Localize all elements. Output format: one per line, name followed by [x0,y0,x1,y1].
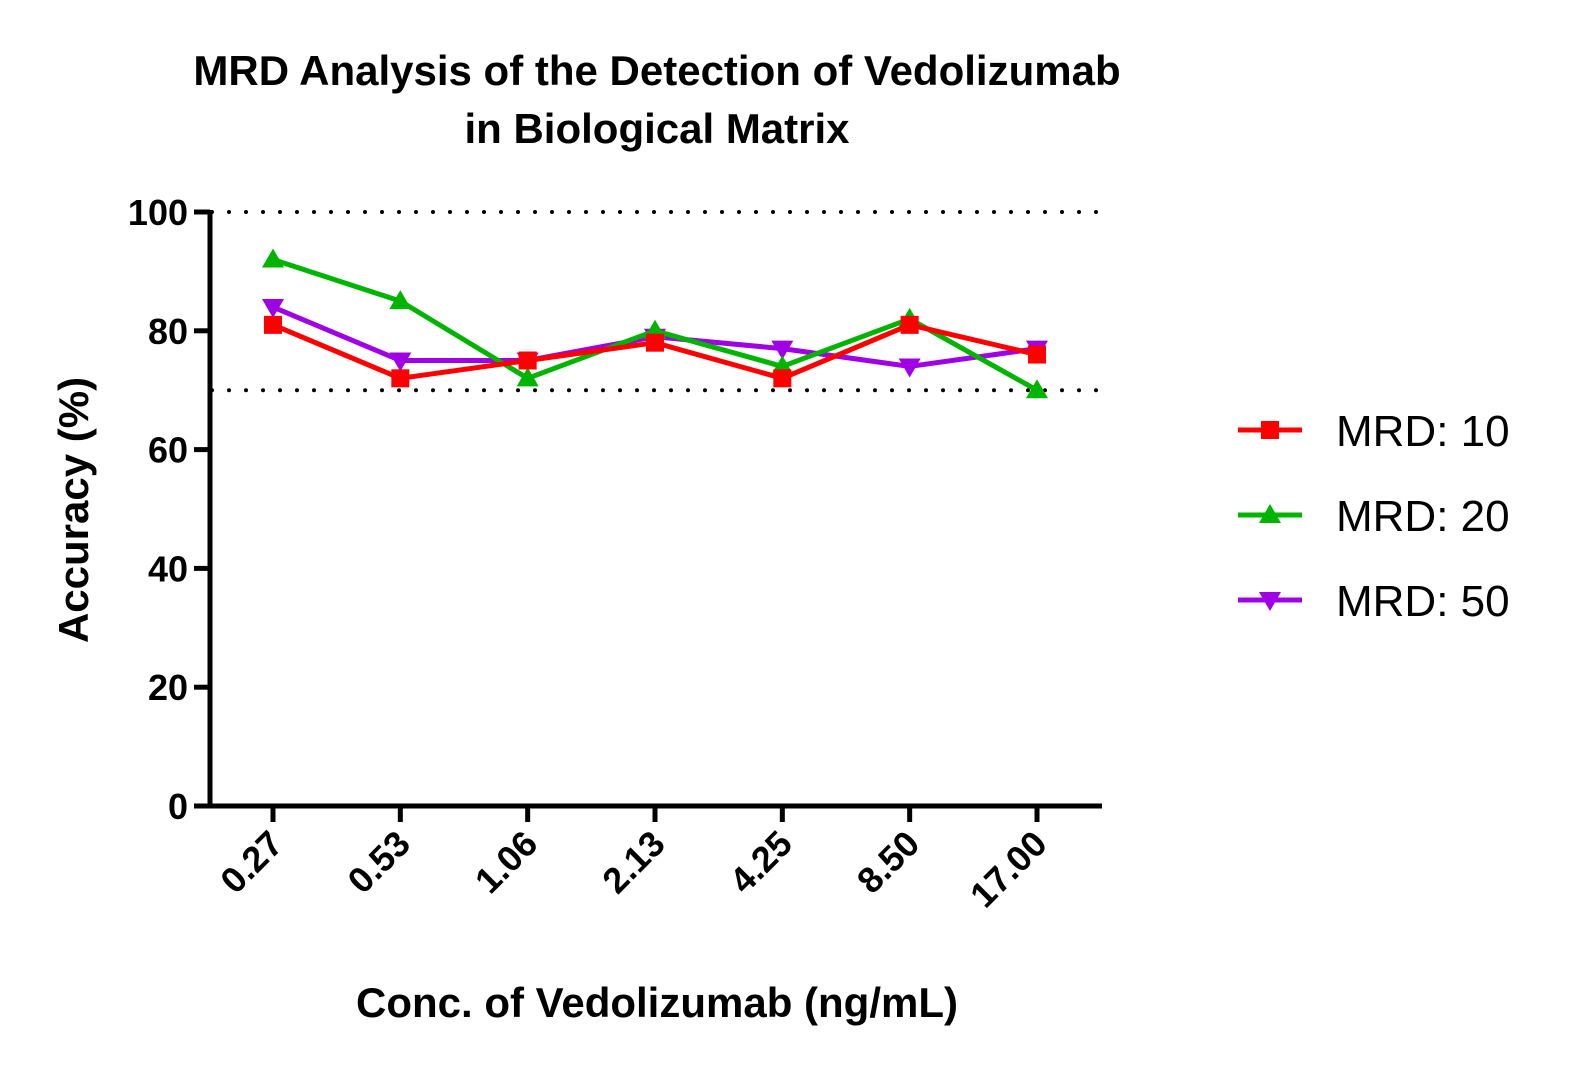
data-point [262,248,284,268]
legend: MRD: 10 MRD: 20 MRD: 50 [1238,407,1510,626]
x-axis-ticks: 0.27 0.53 1.06 2.13 4.25 8.50 17.00 [212,806,1055,915]
series-mrd-20 [262,248,1048,399]
x-tick-label: 1.06 [467,823,546,902]
series-mrd-10 [264,315,1046,388]
data-point [1026,379,1048,399]
legend-marker [1259,592,1281,611]
y-axis-title: Accuracy (%) [50,377,97,643]
data-point [773,369,792,388]
reference-lines [210,210,1106,393]
data-point [391,369,410,388]
data-point [264,315,282,334]
y-axis-ticks: 0 20 40 60 80 100 [128,192,210,827]
legend-item: MRD: 50 [1238,577,1510,626]
y-tick-label: 80 [148,311,188,352]
x-tick-label: 2.13 [594,823,673,902]
y-tick-label: 60 [148,430,188,471]
data-point [771,340,794,360]
y-tick-label: 100 [128,192,188,233]
data-point [900,315,919,334]
y-tick-label: 0 [168,786,188,827]
data-point [898,358,921,378]
x-axis-title: Conc. of Vedolizumab (ng/mL) [356,979,958,1026]
x-tick-label: 0.53 [339,823,418,902]
axes [207,210,1102,809]
y-tick-label: 20 [148,667,188,708]
legend-marker [1261,421,1279,439]
legend-label: MRD: 20 [1336,492,1510,541]
x-tick-label: 4.25 [721,823,800,902]
data-point [262,299,284,319]
x-tick-label: 0.27 [212,823,291,902]
legend-item: MRD: 10 [1238,407,1510,456]
legend-marker [1259,504,1281,523]
data-point [389,352,412,372]
data-point [646,333,664,352]
legend-label: MRD: 50 [1336,577,1510,626]
y-tick-label: 40 [148,548,188,589]
data-point [1028,345,1046,364]
chart-title-line: MRD Analysis of the Detection of Vedoliz… [193,47,1120,94]
data-point [516,367,539,387]
data-point [518,351,537,370]
x-tick-label: 8.50 [849,823,928,902]
series-lines [262,248,1048,399]
chart-title: MRD Analysis of the Detection of Vedoliz… [193,47,1120,152]
legend-label: MRD: 10 [1336,407,1510,456]
x-tick-label: 17.00 [962,823,1055,916]
data-point [389,290,412,310]
chart-title-line: in Biological Matrix [464,105,850,152]
legend-item: MRD: 20 [1238,492,1510,541]
